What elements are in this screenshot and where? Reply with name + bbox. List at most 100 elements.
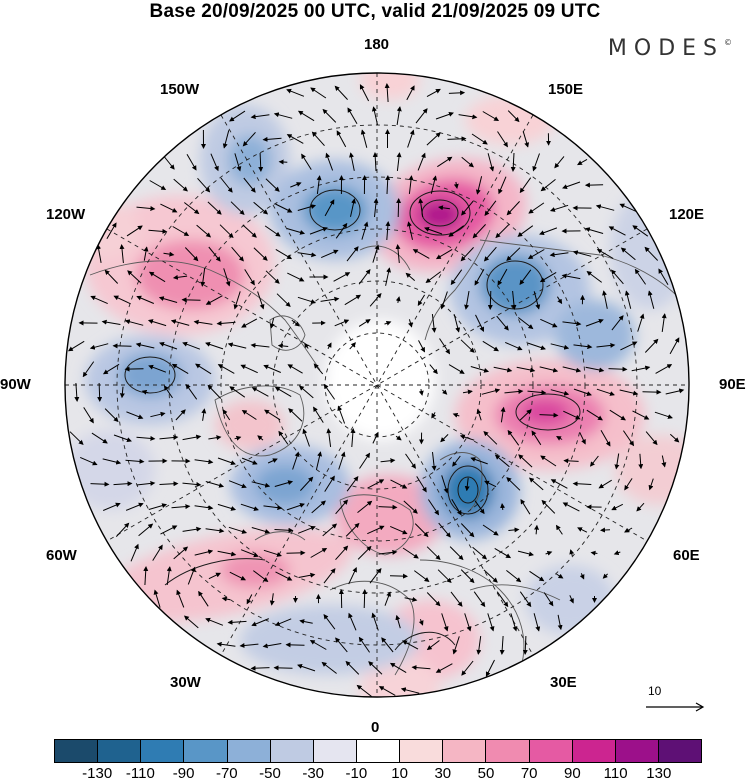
wind-arrow <box>208 246 221 262</box>
wind-arrow <box>500 406 506 423</box>
wind-arrow <box>634 268 647 285</box>
wind-arrow <box>124 319 144 326</box>
wind-arrow <box>234 153 242 172</box>
wind-arrow <box>287 364 303 374</box>
wind-arrow <box>104 408 119 423</box>
wind-arrow <box>483 246 497 262</box>
wind-arrow <box>229 571 246 581</box>
wind-arrow <box>402 547 419 559</box>
wind-arrow <box>119 386 125 399</box>
wind-arrow <box>90 295 108 305</box>
wind-arrow <box>390 525 408 535</box>
wind-arrow <box>217 503 237 511</box>
wind-arrow <box>460 523 475 538</box>
wind-arrow <box>540 318 558 328</box>
wind-arrow <box>596 248 614 259</box>
wind-arrow <box>372 431 379 444</box>
wind-arrow <box>240 503 259 511</box>
wind-arrow <box>267 458 278 464</box>
wind-arrow <box>510 152 516 172</box>
wind-arrow <box>274 386 292 398</box>
wind-arrow <box>96 244 102 263</box>
wind-arrow <box>418 388 424 396</box>
wind-arrow <box>539 366 559 373</box>
wind-arrow <box>522 131 530 148</box>
wind-arrow <box>461 200 474 216</box>
wind-arrow <box>233 291 241 310</box>
wind-arrow <box>356 684 372 697</box>
wind-arrow <box>414 523 429 538</box>
wind-arrow <box>527 249 545 259</box>
wind-arrow <box>286 88 305 97</box>
wind-arrow <box>313 363 324 375</box>
wind-arrow <box>498 176 507 195</box>
wind-arrow <box>323 383 336 400</box>
wind-arrow <box>286 228 306 235</box>
wind-arrow <box>459 434 475 441</box>
wind-arrow <box>243 177 256 193</box>
wind-arrow <box>257 291 265 310</box>
wind-arrow <box>497 268 508 286</box>
wind-arrow <box>205 295 223 305</box>
wind-arrow <box>113 434 132 443</box>
wind-arrow <box>550 343 570 350</box>
wind-arrow <box>632 410 650 420</box>
colorbar-swatch <box>399 740 443 762</box>
wind-arrow <box>310 548 328 558</box>
wind-arrow <box>562 366 582 373</box>
wind-arrow <box>408 319 413 328</box>
wind-arrow <box>638 453 644 470</box>
wind-arrow <box>472 224 486 239</box>
wind-arrow <box>385 267 391 286</box>
wind-arrow <box>577 527 588 533</box>
wind-arrow <box>389 573 408 579</box>
wind-arrow <box>127 270 142 284</box>
wind-arrow <box>494 454 510 468</box>
wind-arrow <box>624 290 632 309</box>
wind-arrow <box>136 295 154 304</box>
wind-arrow <box>611 315 624 331</box>
polar-map <box>64 72 690 698</box>
wind-arrow <box>440 291 448 310</box>
wind-arrow <box>405 453 416 469</box>
wind-arrow <box>396 152 402 171</box>
wind-arrow <box>527 342 546 350</box>
wind-arrow <box>619 389 639 396</box>
wind-arrow <box>223 268 231 287</box>
wind-arrow <box>182 341 201 350</box>
wind-arrow <box>632 225 649 237</box>
wind-arrow <box>253 247 268 261</box>
wind-arrow <box>309 640 327 650</box>
wind-arrow <box>406 221 413 240</box>
wind-arrow <box>163 251 175 257</box>
wind-arrow <box>636 502 645 512</box>
wind-arrow <box>549 252 569 258</box>
wind-arrow <box>556 296 563 305</box>
colorbar-swatch <box>312 740 356 762</box>
wind-arrow <box>569 549 575 557</box>
wind-arrow <box>460 569 475 584</box>
wind-arrow <box>562 181 581 190</box>
wind-arrow <box>381 637 394 653</box>
colorbar-swatch <box>355 740 400 762</box>
wind-arrow <box>337 405 346 424</box>
wind-arrow <box>182 526 202 532</box>
wind-arrow <box>611 503 624 511</box>
wind-arrow <box>350 198 356 217</box>
wind-arrow <box>346 246 359 262</box>
wind-arrow <box>424 226 443 235</box>
wind-arrow <box>464 291 470 310</box>
wind-arrow <box>517 550 534 557</box>
wind-arrow <box>181 297 201 303</box>
wind-arrow <box>510 613 518 632</box>
wind-arrow <box>440 434 449 443</box>
wind-arrow <box>437 569 452 584</box>
wind-arrow <box>262 643 282 649</box>
wind-arrow <box>563 458 579 464</box>
wind-arrow <box>184 247 199 262</box>
wind-arrow <box>416 476 427 493</box>
wind-arrow <box>533 291 541 310</box>
wind-arrow <box>395 244 401 264</box>
wind-arrow <box>541 499 556 514</box>
wind-arrow <box>506 570 522 583</box>
